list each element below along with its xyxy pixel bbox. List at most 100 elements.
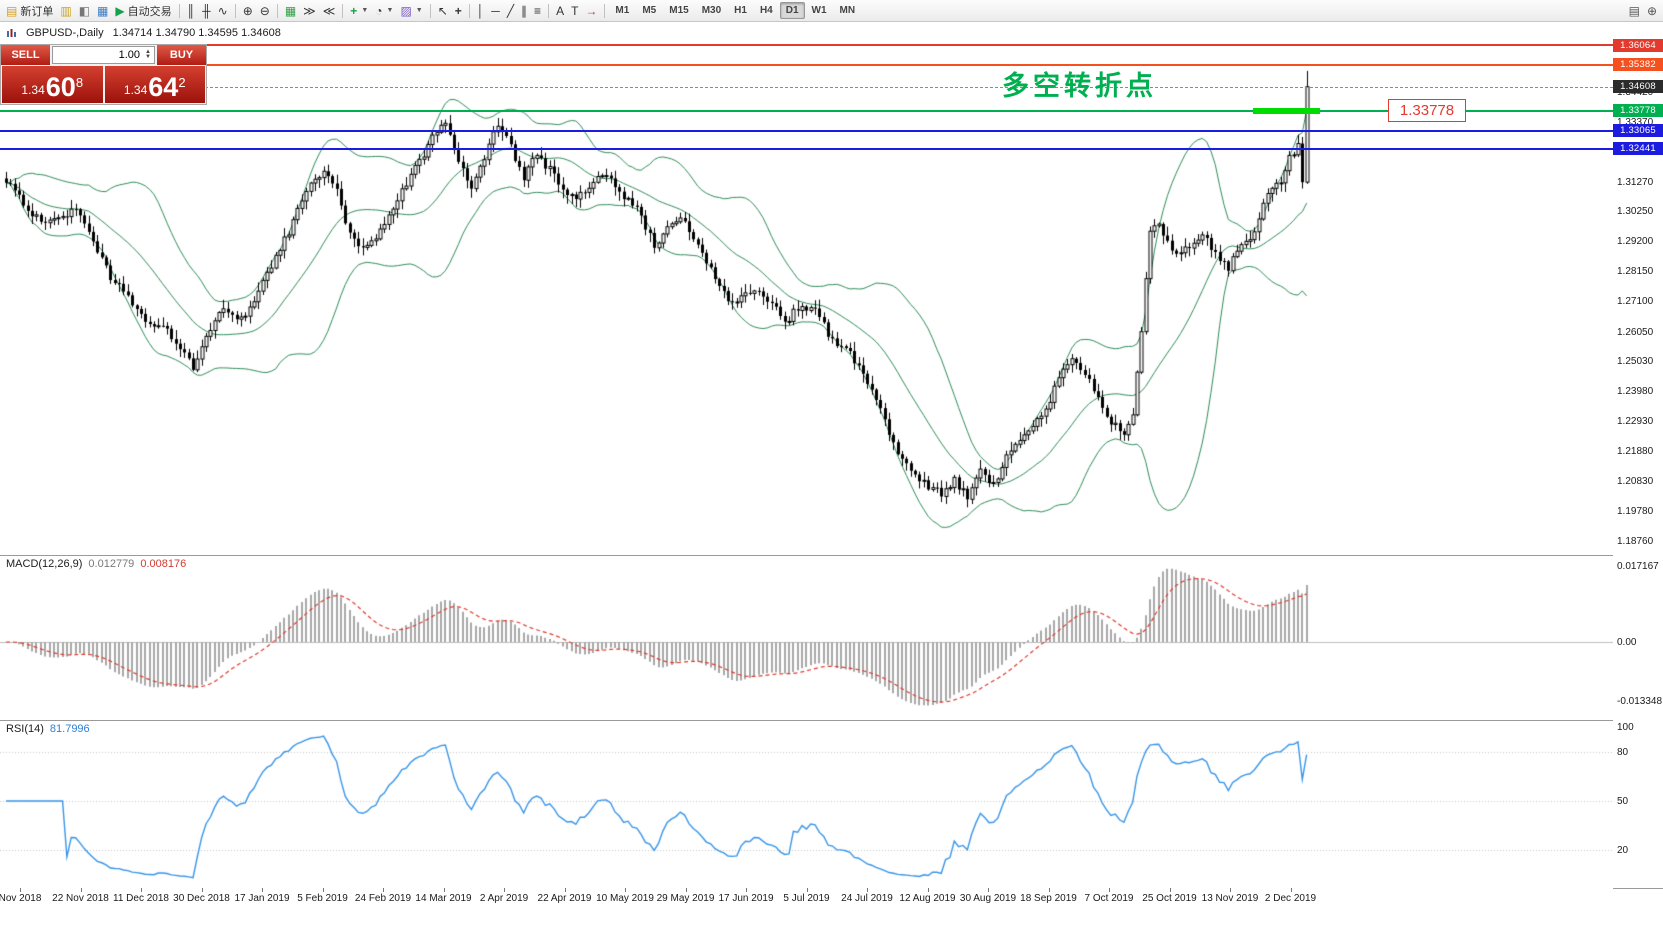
price-axis-label: 1.20830 (1617, 476, 1654, 488)
buy-price-button[interactable]: 1.34 64 2 (104, 66, 205, 103)
timeframe-w1-button[interactable]: W1 (806, 2, 833, 19)
date-tick (504, 888, 505, 892)
templates-button[interactable]: ▨ ▼ (397, 2, 425, 20)
level-price-badge: 1.33065 (1613, 124, 1663, 138)
timeframe-mn-button[interactable]: MN (834, 2, 862, 19)
date-axis-label: 24 Feb 2019 (354, 893, 412, 904)
macd-signal-value: 0.008176 (140, 558, 187, 570)
price-axis[interactable]: 1.344201.333701.312701.302501.292001.281… (1613, 22, 1663, 888)
volume-input[interactable] (53, 48, 154, 62)
auto-trading-button[interactable]: ▶ 自动交易 (112, 2, 174, 20)
tile-windows-button[interactable]: ▦ (282, 2, 299, 20)
volume-up-icon[interactable]: ▲ (145, 49, 151, 55)
date-tick (262, 888, 263, 892)
candlestick-chart-button[interactable]: ╫ (199, 2, 214, 20)
timeframe-h1-button[interactable]: H1 (728, 2, 753, 19)
new-order-button[interactable]: ▤ 新订单 (3, 2, 56, 20)
templates-dropdown-icon[interactable]: ▼ (415, 7, 423, 14)
profiles-button[interactable]: ◧ (76, 2, 93, 20)
equidistant-channel-button[interactable]: ∥ (518, 2, 530, 20)
horizontal-line-button[interactable]: ─ (488, 2, 503, 20)
macd-pane-canvas[interactable] (0, 556, 1613, 719)
horizontal-level-line-1.32441[interactable] (0, 147, 1613, 150)
timeframe-h4-button[interactable]: H4 (754, 2, 779, 19)
cursor-icon: ↖ (437, 3, 448, 18)
auto-trading-label: 自动交易 (127, 5, 172, 18)
level-price-badge: 1.32441 (1613, 142, 1663, 156)
horizontal-level-line-1.33778[interactable] (0, 109, 1613, 112)
date-axis[interactable]: Nov 2018 22 Nov 2018 11 Dec 2018 30 Dec 201… (0, 888, 1613, 912)
zoom-out-icon: ⊖ (259, 3, 270, 18)
timeframe-m5-button[interactable]: M5 (636, 2, 662, 19)
templates-icon: ▨ (400, 3, 412, 18)
indicators-icon: + (350, 3, 358, 18)
price-callout-label[interactable]: 1.33778 (1388, 99, 1466, 122)
macd-axis-label: 0.00 (1617, 636, 1637, 648)
chart-shift-button[interactable]: ≪ (320, 2, 339, 20)
text-button[interactable]: A (553, 2, 567, 20)
pane-separator-macd[interactable] (0, 555, 1663, 556)
search-icon: ⊕ (1646, 3, 1657, 18)
date-tick (1109, 888, 1110, 892)
rsi-value: 81.7996 (49, 723, 90, 735)
text-label-button[interactable]: T (568, 2, 581, 20)
timeframe-m1-button[interactable]: M1 (609, 2, 635, 19)
fibonacci-button[interactable]: ≡ (531, 2, 544, 20)
date-tick (443, 888, 445, 892)
date-tick (988, 888, 989, 892)
trendline-button[interactable]: ╱ (504, 2, 517, 20)
crosshair-button[interactable]: + (452, 2, 465, 20)
cursor-button[interactable]: ↖ (435, 2, 451, 20)
timeframe-d1-button[interactable]: D1 (779, 2, 805, 19)
market-watch-icon: ▦ (97, 3, 109, 18)
sell-price-button[interactable]: 1.34 60 8 (2, 66, 103, 103)
rsi-axis-label: 100 (1617, 722, 1634, 733)
date-axis-label: 2 Dec 2019 (1264, 893, 1317, 904)
periods-button[interactable]: ◔ ▼ (372, 2, 396, 20)
main-chart-canvas[interactable] (0, 22, 1613, 555)
date-axis-label: 11 Dec 2018 (113, 893, 169, 904)
date-axis-label: 2 Apr 2019 (479, 893, 529, 904)
open-chart-icon: ▤ (1628, 3, 1640, 18)
sell-button[interactable]: SELL (1, 45, 50, 65)
date-axis-label: 25 Oct 2019 (1142, 893, 1197, 904)
horizontal-level-line-1.36064[interactable] (0, 44, 1613, 47)
indicators-dropdown-icon[interactable]: ▼ (361, 7, 369, 14)
turning-point-annotation[interactable]: 多空转折点 (1002, 71, 1157, 101)
price-axis-label: 1.26050 (1617, 326, 1654, 338)
volume-down-icon[interactable]: ▼ (145, 54, 151, 60)
periods-icon: ◔ (375, 3, 383, 18)
timeframe-m30-button[interactable]: M30 (696, 2, 727, 19)
timeframe-m15-button[interactable]: M15 (663, 2, 694, 19)
text-label-icon: T (571, 3, 579, 18)
zoom-out-button[interactable]: ⊖ (257, 2, 273, 20)
periods-dropdown-icon[interactable]: ▼ (386, 7, 394, 14)
charts-list-button[interactable]: ▥ (57, 2, 74, 20)
rsi-pane-canvas[interactable] (0, 721, 1613, 887)
bottom-margin (0, 912, 1663, 947)
open-chart-button[interactable]: ▤ (1626, 2, 1643, 20)
bar-chart-button[interactable]: ║ (184, 2, 199, 20)
buy-button[interactable]: BUY (157, 45, 206, 65)
market-watch-button[interactable]: ▦ (94, 2, 111, 20)
line-chart-button[interactable]: ∿ (215, 2, 231, 20)
support-highlight-segment[interactable] (1253, 107, 1320, 114)
auto-scroll-button[interactable]: ≫ (300, 2, 319, 20)
horizontal-level-line-1.35382[interactable] (0, 63, 1613, 66)
vertical-line-button[interactable]: │ (474, 2, 488, 20)
buy-price-pip: 2 (178, 75, 186, 90)
current-price-line (0, 86, 1613, 88)
price-axis-label: 1.22930 (1617, 415, 1654, 427)
chart-shift-icon: ≪ (322, 3, 336, 18)
toolbar-separator (178, 3, 180, 18)
zoom-in-button[interactable]: ⊕ (240, 2, 256, 20)
horizontal-level-line-1.33065[interactable] (0, 129, 1613, 132)
price-axis-label: 1.21880 (1617, 446, 1654, 458)
date-axis-label: 10 May 2019 (596, 893, 654, 904)
rsi-axis-label: 80 (1617, 746, 1629, 758)
date-axis-label: 7 Oct 2019 (1084, 893, 1134, 904)
arrows-button[interactable]: → (582, 2, 600, 20)
search-button[interactable]: ⊕ (1644, 2, 1660, 20)
indicators-button[interactable]: + ▼ (347, 2, 371, 20)
pane-separator-rsi[interactable] (0, 720, 1663, 721)
